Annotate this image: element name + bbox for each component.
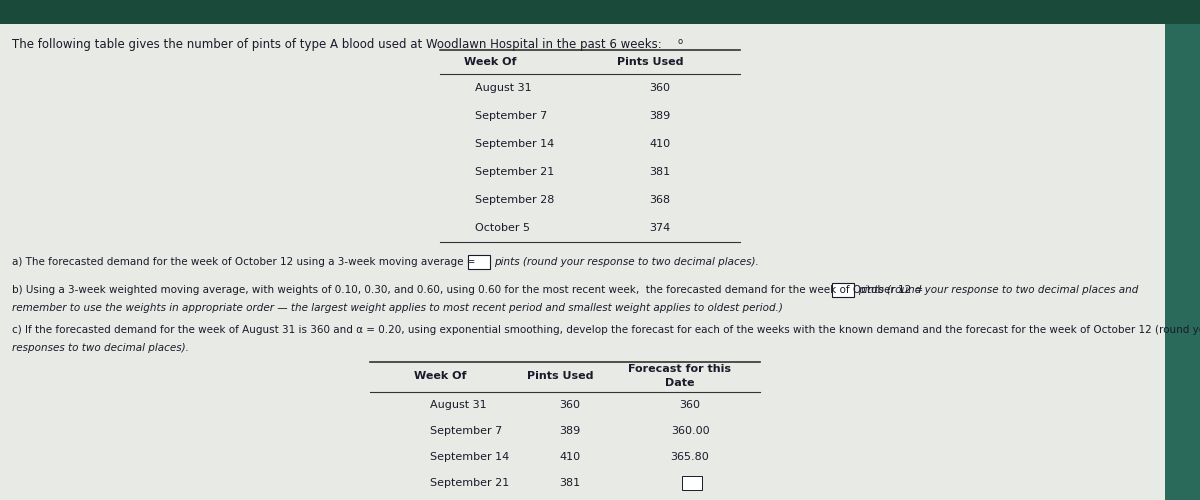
Text: September 7: September 7 [430,426,503,436]
Text: 381: 381 [649,167,671,177]
Text: Week Of: Week Of [463,57,516,67]
FancyBboxPatch shape [1165,24,1200,500]
Text: 389: 389 [649,111,671,121]
Text: September 14: September 14 [430,452,509,462]
Text: 365.80: 365.80 [671,452,709,462]
Text: responses to two decimal places).: responses to two decimal places). [12,343,188,353]
Text: Date: Date [665,378,695,388]
Text: b) Using a 3-week weighted moving average, with weights of 0.10, 0.30, and 0.60,: b) Using a 3-week weighted moving averag… [12,285,923,295]
Text: remember to use the weights in appropriate order — the largest weight applies to: remember to use the weights in appropria… [12,303,782,313]
Text: September 21: September 21 [430,478,509,488]
Text: 360: 360 [559,400,581,410]
Text: pints (round your response to two decimal places and: pints (round your response to two decima… [858,285,1139,295]
Text: 389: 389 [559,426,581,436]
Text: c) If the forecasted demand for the week of August 31 is 360 and α = 0.20, using: c) If the forecasted demand for the week… [12,325,1200,335]
FancyBboxPatch shape [682,476,702,490]
Text: 410: 410 [649,139,671,149]
Text: a) The forecasted demand for the week of October 12 using a 3-week moving averag: a) The forecasted demand for the week of… [12,257,475,267]
Text: 381: 381 [559,478,581,488]
FancyBboxPatch shape [832,283,854,297]
Text: pints (round your response to two decimal places).: pints (round your response to two decima… [494,257,758,267]
Text: 360: 360 [679,400,701,410]
Text: October 5: October 5 [475,223,530,233]
Text: August 31: August 31 [430,400,487,410]
FancyBboxPatch shape [0,0,1200,24]
Text: September 21: September 21 [475,167,554,177]
Text: 368: 368 [649,195,671,205]
Text: The following table gives the number of pints of type A blood used at Woodlawn H: The following table gives the number of … [12,38,661,51]
Text: 360.00: 360.00 [671,426,709,436]
Text: Week Of: Week Of [414,371,467,381]
Text: Pints Used: Pints Used [617,57,683,67]
Text: Forecast for this: Forecast for this [629,364,732,374]
Text: September 14: September 14 [475,139,554,149]
FancyBboxPatch shape [468,255,490,269]
Text: Pints Used: Pints Used [527,371,593,381]
Text: 360: 360 [649,83,671,93]
Text: 374: 374 [649,223,671,233]
Text: September 7: September 7 [475,111,547,121]
Text: August 31: August 31 [475,83,532,93]
Text: September 28: September 28 [475,195,554,205]
Text: o: o [678,38,683,46]
Text: 410: 410 [559,452,581,462]
